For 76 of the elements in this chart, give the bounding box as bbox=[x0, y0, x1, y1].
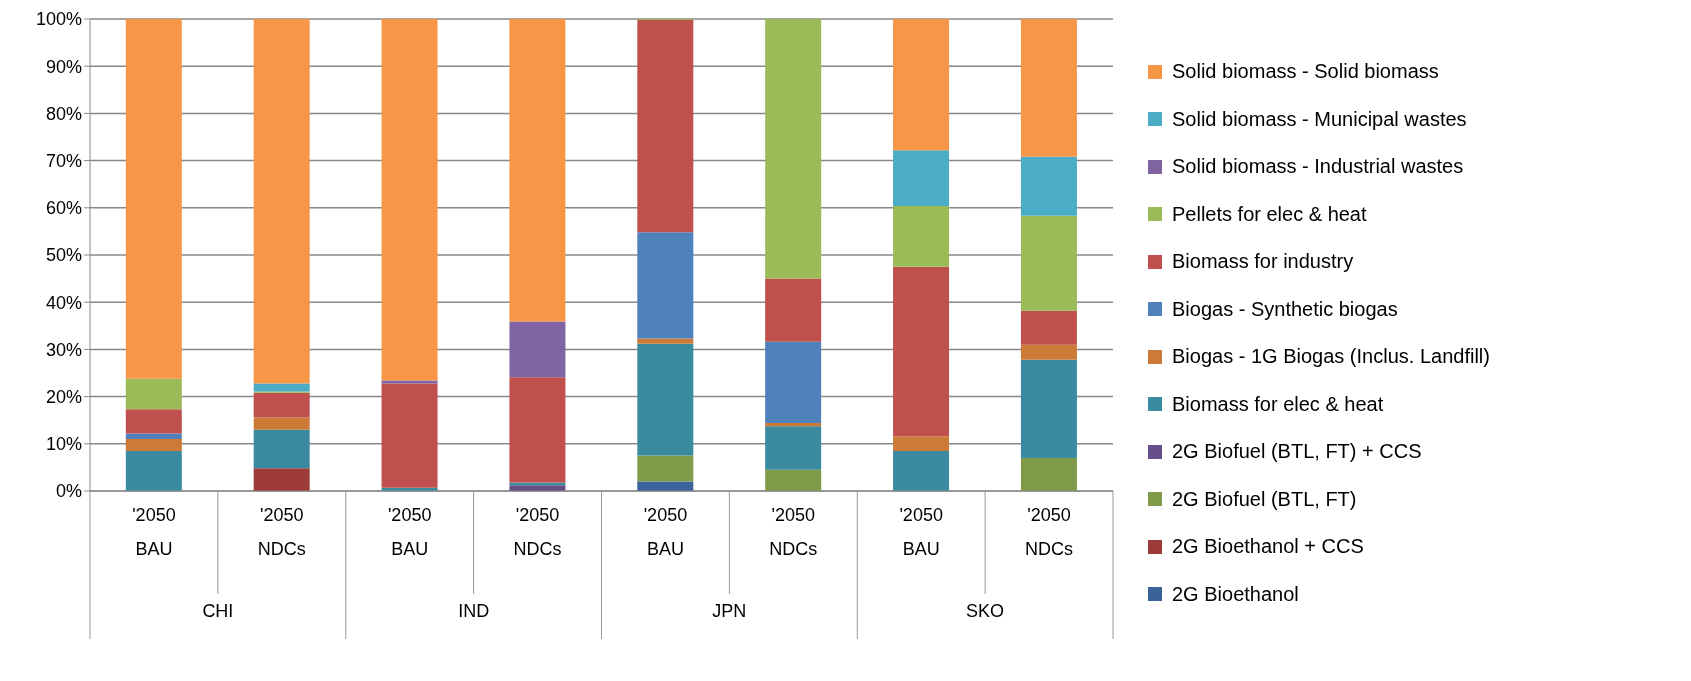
legend-label: 2G Bioethanol bbox=[1172, 582, 1299, 606]
y-tick-label: 100% bbox=[35, 9, 82, 30]
bar bbox=[893, 205, 950, 267]
legend-label: Biomass for elec & heat bbox=[1172, 392, 1384, 416]
bar bbox=[509, 19, 566, 322]
bar bbox=[637, 19, 694, 233]
bar bbox=[893, 266, 950, 437]
bar bbox=[1020, 359, 1077, 458]
bar bbox=[125, 439, 182, 451]
text: SKO bbox=[966, 601, 1005, 621]
legend-label: Pellets for elec & heat bbox=[1172, 202, 1367, 226]
bar bbox=[509, 321, 566, 378]
y-tick-label: 90% bbox=[45, 56, 82, 77]
x-tick-label: '2050 BAU bbox=[387, 505, 432, 559]
legend-label: Solid biomass - Solid biomass bbox=[1172, 60, 1439, 84]
bar bbox=[381, 19, 438, 381]
y-tick-label: 80% bbox=[45, 103, 82, 124]
y-tick-label: 50% bbox=[45, 245, 82, 266]
bar bbox=[765, 278, 822, 342]
bar bbox=[893, 436, 950, 451]
bar bbox=[637, 343, 694, 456]
bar bbox=[253, 383, 310, 392]
x-tick-label: '2050 NDCs bbox=[513, 505, 562, 559]
bar bbox=[765, 423, 822, 427]
y-tick-label: 20% bbox=[45, 386, 82, 407]
text: IND bbox=[458, 601, 490, 621]
legend-label: 2G Bioethanol + CCS bbox=[1172, 535, 1364, 559]
bar bbox=[1020, 310, 1077, 345]
x-tick-label: '2050 BAU bbox=[132, 505, 176, 559]
bar bbox=[125, 450, 182, 491]
bar bbox=[1020, 457, 1077, 491]
legend-label: Biogas - 1G Biogas (Inclus. Landfill) bbox=[1172, 345, 1490, 369]
bar bbox=[1020, 215, 1077, 311]
bar bbox=[765, 469, 822, 491]
bar bbox=[125, 433, 182, 440]
x-tick-label: '2050 BAU bbox=[643, 505, 688, 559]
bar bbox=[765, 341, 822, 424]
bar bbox=[637, 455, 694, 482]
bar bbox=[125, 409, 182, 434]
bar bbox=[253, 19, 310, 384]
bar bbox=[893, 19, 950, 151]
y-tick-label: 30% bbox=[45, 339, 82, 360]
legend-label: 2G Biofuel (BTL, FT) + CCS bbox=[1172, 440, 1422, 464]
bar bbox=[1020, 344, 1077, 360]
bar bbox=[1020, 156, 1077, 216]
text: CHI bbox=[202, 601, 234, 621]
y-tick-label: 70% bbox=[45, 150, 82, 171]
bar bbox=[637, 232, 694, 339]
x-tick-label: '2050 NDCs bbox=[1025, 505, 1074, 559]
legend-label: Solid biomass - Industrial wastes bbox=[1172, 155, 1464, 179]
bar bbox=[893, 450, 950, 491]
bar bbox=[893, 150, 950, 206]
bar bbox=[509, 377, 566, 483]
x-tick-label: '2050 BAU bbox=[899, 505, 943, 559]
bar bbox=[253, 417, 310, 430]
x-tick-label: '2050 NDCs bbox=[257, 505, 306, 559]
bar bbox=[125, 19, 182, 379]
legend-label: Biomass for industry bbox=[1172, 250, 1354, 274]
legend-label: Solid biomass - Municipal wastes bbox=[1172, 107, 1467, 131]
y-tick-label: 0% bbox=[55, 481, 82, 502]
x-tick-label: '2050 NDCs bbox=[769, 505, 818, 559]
bar bbox=[1020, 19, 1077, 157]
bar bbox=[765, 19, 822, 279]
bar bbox=[637, 338, 694, 344]
legend-label: 2G Biofuel (BTL, FT) bbox=[1172, 487, 1357, 511]
bar bbox=[765, 426, 822, 470]
bar bbox=[253, 429, 310, 469]
bar bbox=[253, 392, 310, 418]
text: JPN bbox=[712, 601, 747, 621]
y-tick-label: 40% bbox=[45, 292, 82, 313]
bar bbox=[125, 378, 182, 410]
y-tick-label: 60% bbox=[45, 198, 82, 219]
bar bbox=[381, 383, 438, 488]
bar bbox=[253, 468, 310, 491]
y-tick-label: 10% bbox=[45, 434, 82, 455]
legend-label: Biogas - Synthetic biogas bbox=[1172, 297, 1398, 321]
